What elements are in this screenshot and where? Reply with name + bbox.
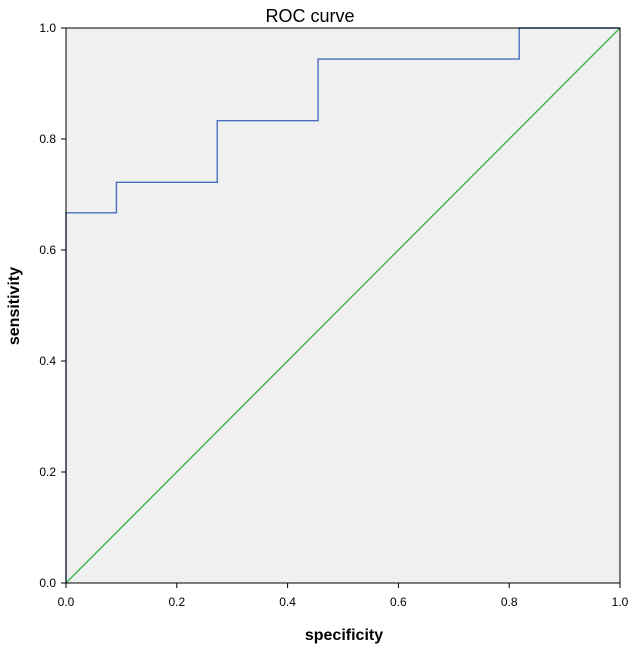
y-tick-label: 0.6 [39, 243, 56, 257]
axis-ticks: 0.0 0.2 0.4 0.6 0.8 1.0 0.0 0.2 0.4 0.6 0.8 1.0 [39, 21, 628, 609]
y-axis-label: sensitivity [6, 267, 23, 345]
x-axis-label: specificity [305, 627, 383, 644]
x-tick-label: 1.0 [612, 595, 629, 609]
y-tick-label: 0.2 [39, 465, 56, 479]
plot-frame [65, 27, 621, 584]
y-tick-label: 0.4 [39, 354, 56, 368]
x-tick-label: 0.0 [58, 595, 75, 609]
y-tick-label: 0.8 [39, 132, 56, 146]
y-tick-label: 1.0 [39, 21, 56, 35]
x-tick-label: 0.6 [390, 595, 407, 609]
roc-curve-line [65, 27, 620, 583]
reference-diagonal-line [65, 27, 621, 584]
x-tick-label: 0.2 [168, 595, 185, 609]
y-tick-label: 0.0 [39, 576, 56, 590]
series-layer [65, 27, 621, 584]
x-tick-label: 0.4 [279, 595, 296, 609]
chart-title: ROC curve [265, 6, 354, 26]
x-tick-label: 0.8 [501, 595, 518, 609]
